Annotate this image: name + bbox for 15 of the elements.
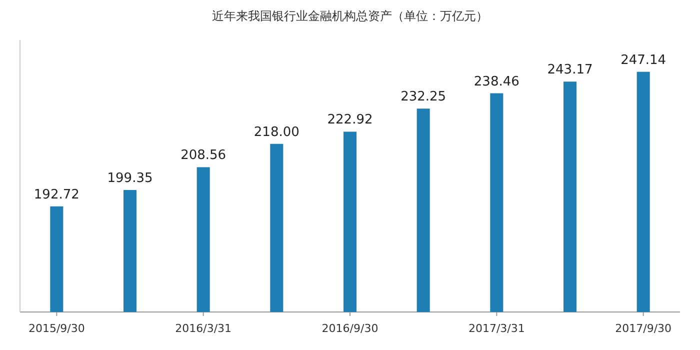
title: 近年来我国银行业金融机构总资产（单位：万亿元） — [212, 9, 488, 23]
data-label: 199.35 — [107, 170, 153, 186]
data-label: 218.00 — [254, 124, 300, 140]
data-label: 192.72 — [34, 187, 80, 202]
data-label: 208.56 — [180, 148, 226, 164]
data-label: 232.25 — [400, 90, 446, 105]
data-label: 238.46 — [474, 74, 520, 90]
x-tick-label: 2016/9/30 — [322, 322, 378, 335]
x-tick-label: 2017/3/31 — [468, 322, 525, 335]
x-tick-label: 2016/3/31 — [175, 322, 232, 335]
data-label: 243.17 — [547, 62, 593, 78]
x-tick-label: 2017/9/30 — [615, 322, 672, 335]
data-label: 247.14 — [620, 52, 666, 68]
x-tick-label: 2015/9/30 — [28, 322, 85, 335]
data-label: 222.92 — [327, 112, 373, 128]
